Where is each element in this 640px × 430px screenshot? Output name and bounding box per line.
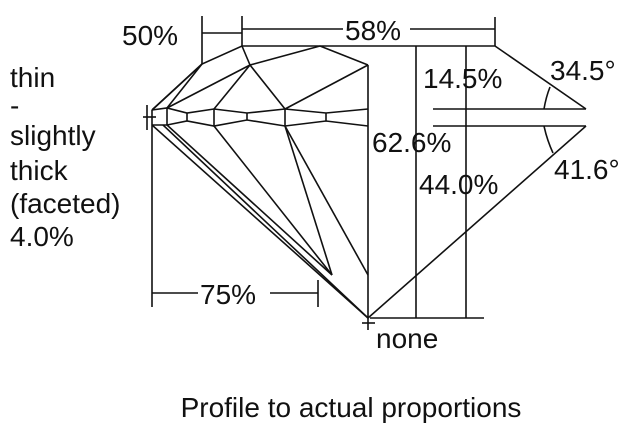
table-label: 58% <box>345 15 401 46</box>
crown-outline <box>151 45 587 111</box>
caption: Profile to actual proportions <box>181 392 522 423</box>
crown-height-label: 14.5% <box>423 63 502 94</box>
girdle-label-line: thin <box>10 62 55 93</box>
girdle-label-line: - <box>10 90 19 121</box>
girdle-label-line: (faceted) <box>10 188 121 219</box>
girdle-label-line: thick <box>10 155 69 186</box>
lower-half-label: 75% <box>200 279 256 310</box>
crown-angle-arc <box>543 86 551 110</box>
crown-angle-label: 34.5° <box>550 55 616 86</box>
dimension-lines <box>151 16 586 319</box>
pavilion-angle-arc <box>543 125 554 154</box>
pavilion <box>151 124 587 330</box>
total-depth-label: 62.6% <box>372 127 451 158</box>
girdle-label-line: 4.0% <box>10 221 74 252</box>
pavilion-depth-label: 44.0% <box>419 169 498 200</box>
girdle <box>143 65 369 318</box>
crown <box>151 45 587 111</box>
girdle-label-line: slightly <box>10 120 96 151</box>
culet-label: none <box>376 323 438 354</box>
star-length-label: 50% <box>122 20 178 51</box>
pavilion-angle-label: 41.6° <box>554 154 620 185</box>
